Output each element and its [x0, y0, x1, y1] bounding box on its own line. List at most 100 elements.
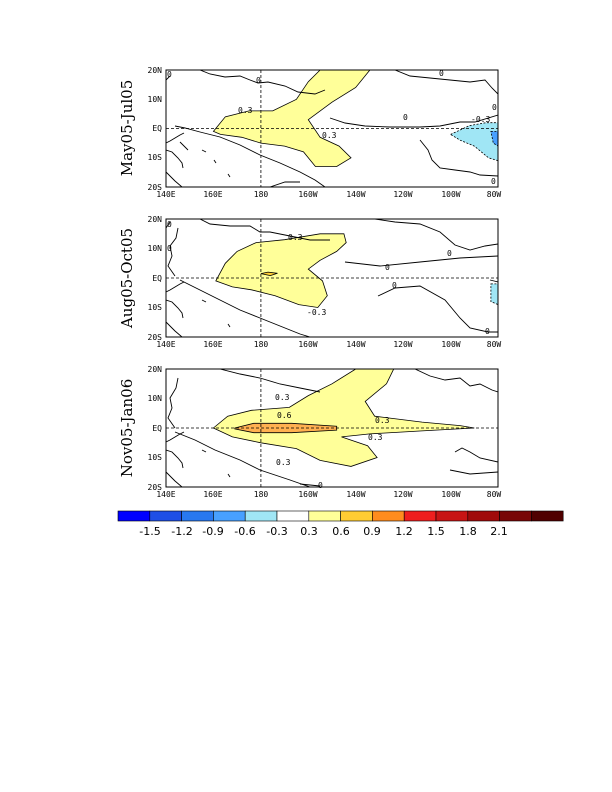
- panel-3-clabel: 0.3: [375, 416, 390, 425]
- panel-1-ytick: 10N: [148, 95, 163, 104]
- panel-2-xtick: 160E: [203, 340, 222, 349]
- panel-1-contour-line-1: [449, 122, 498, 162]
- colorbar: -1.5 -1.2 -0.9 -0.6 -0.3 0.3 0.6 0.9 1.2…: [117, 510, 564, 538]
- panel-1-anomaly-region-0: [213, 70, 370, 167]
- colorbar-swatch-7: [340, 510, 373, 522]
- panel-1-ytick: 20S: [148, 183, 163, 192]
- colorbar-swatch-1: [149, 510, 182, 522]
- panel-2-title: Aug05-Oct05: [118, 228, 136, 329]
- panel-1-clabel: 0.3: [238, 106, 253, 115]
- panel-2-anomaly-region-2: [490, 283, 498, 305]
- panel-2-xtick: 160W: [298, 340, 317, 349]
- panel-1: 0 0 0.3 0.3 0 -0.3 0 0 0 20N 10N EQ 10S …: [118, 66, 501, 199]
- panel-3-ytick: EQ: [152, 424, 162, 433]
- panel-1-xtick: 120W: [393, 190, 412, 199]
- colorbar-label: -1.2: [171, 525, 192, 538]
- panel-2-clabel: 0: [485, 327, 490, 336]
- panel-1-xtick: 100W: [441, 190, 460, 199]
- panel-3-clabel: 0.3: [276, 458, 291, 467]
- panel-3-ytick: 10N: [148, 394, 163, 403]
- colorbar-swatch-8: [372, 510, 405, 522]
- colorbar-swatches: [117, 510, 564, 522]
- colorbar-swatch-11: [467, 510, 500, 522]
- panel-2: 0 0 0.3 0 0 0 -0.3 0 20N 10N EQ 10S 20S …: [118, 215, 501, 349]
- panel-1-xtick: 160E: [203, 190, 222, 199]
- panel-1-xtick: 140E: [156, 190, 175, 199]
- panel-2-xtick: 120W: [393, 340, 412, 349]
- panel-2-ytick: EQ: [152, 274, 162, 283]
- panel-3-xtick: 140E: [156, 490, 175, 499]
- colorbar-label: 0.6: [332, 525, 350, 538]
- panel-3-ytick: 20S: [148, 483, 163, 492]
- panel-3-contour-line-0: [212, 369, 475, 467]
- panel-2-xtick: 100W: [441, 340, 460, 349]
- colorbar-label: -0.9: [202, 525, 223, 538]
- colorbar-swatch-10: [435, 510, 469, 522]
- panel-1-title: May05-Jul05: [118, 80, 136, 177]
- panel-3-contour-line-1: [234, 422, 338, 434]
- panel-1-coast: [166, 70, 498, 187]
- panel-2-contours: [215, 233, 498, 308]
- panel-2-clabel: 0: [167, 220, 172, 229]
- panel-3-xtick: 140W: [346, 490, 365, 499]
- panel-2-xtick: 140W: [346, 340, 365, 349]
- panel-3-xtick: 100W: [441, 490, 460, 499]
- panel-2-xtick: 140E: [156, 340, 175, 349]
- colorbar-label: 1.8: [459, 525, 477, 538]
- colorbar-swatch-13: [531, 510, 564, 522]
- panel-2-ytick: 10N: [148, 244, 163, 253]
- colorbar-label: 2.1: [490, 525, 508, 538]
- panel-2-contour-line-1: [260, 271, 278, 277]
- panel-3: 0.3 0.6 0.3 0.3 0.3 0 20N 10N EQ 10S 20S…: [118, 365, 501, 499]
- colorbar-swatch-9: [403, 510, 437, 522]
- panel-1-ytick: 20N: [148, 66, 163, 75]
- panel-1-xtick: 160W: [298, 190, 317, 199]
- panel-3-clabel: 0: [318, 481, 323, 490]
- panel-3-clabel: 0.6: [277, 411, 292, 420]
- panel-1-ytick: 10S: [148, 153, 163, 162]
- panel-2-xticks: 140E 160E 180 160W 140W 120W 100W 80W: [156, 340, 501, 349]
- panel-1-anomaly-region-1: [450, 122, 498, 161]
- panel-2-clabels: 0 0 0.3 0 0 0 -0.3 0: [167, 220, 490, 336]
- colorbar-swatch-3: [213, 510, 246, 522]
- panel-1-anomaly-region-2: [490, 131, 498, 147]
- panel-1-clabel: 0: [492, 103, 497, 112]
- panel-3-contours: [212, 369, 475, 467]
- panel-1-xtick: 140W: [346, 190, 365, 199]
- colorbar-label: 0.9: [363, 525, 381, 538]
- colorbar-swatch-5: [276, 510, 310, 522]
- panel-2-coast: [166, 219, 498, 337]
- panel-1-contour-line-2: [490, 130, 498, 147]
- panel-3-xtick: 160E: [203, 490, 222, 499]
- panel-2-clabel: 0: [392, 281, 397, 290]
- panel-3-anomaly-region-1: [234, 423, 337, 433]
- colorbar-label: 1.2: [395, 525, 413, 538]
- panel-1-clabel: 0: [491, 177, 496, 186]
- panel-1-yticks: 20N 10N EQ 10S 20S: [148, 66, 163, 192]
- panel-2-contour-line-0: [215, 233, 347, 308]
- panel-2-ytick: 10S: [148, 303, 163, 312]
- panel-3-title: Nov05-Jan06: [118, 379, 136, 478]
- panel-1-xtick: 80W: [487, 190, 502, 199]
- panel-3-clabel: 0.3: [275, 393, 290, 402]
- panel-1-xticks: 140E 160E 180 160W 140W 120W 100W 80W: [156, 190, 501, 199]
- panel-1-clabel: 0: [167, 70, 172, 79]
- panel-1-clabel: 0: [439, 69, 444, 78]
- colorbar-labels: -1.5 -1.2 -0.9 -0.6 -0.3 0.3 0.6 0.9 1.2…: [139, 525, 507, 538]
- colorbar-label: 1.5: [427, 525, 445, 538]
- panel-2-contour-line-2: [490, 283, 498, 306]
- panel-3-fills: [213, 369, 475, 467]
- panel-3-xticks: 140E 160E 180 160W 140W 120W 100W 80W: [156, 490, 501, 499]
- panel-3-anomaly-region-0: [213, 369, 475, 467]
- colorbar-label: -0.3: [266, 525, 287, 538]
- colorbar-swatch-12: [499, 510, 532, 522]
- panel-3-xtick: 180: [254, 490, 269, 499]
- panel-2-xtick: 180: [254, 340, 269, 349]
- panel-3-xtick: 120W: [393, 490, 412, 499]
- panel-2-clabel: -0.3: [307, 308, 326, 317]
- panel-2-ytick: 20N: [148, 215, 163, 224]
- panel-3-ytick: 20N: [148, 365, 163, 374]
- colorbar-label: 0.3: [300, 525, 318, 538]
- panel-3-xtick: 80W: [487, 490, 502, 499]
- panel-3-clabel: 0.3: [368, 433, 383, 442]
